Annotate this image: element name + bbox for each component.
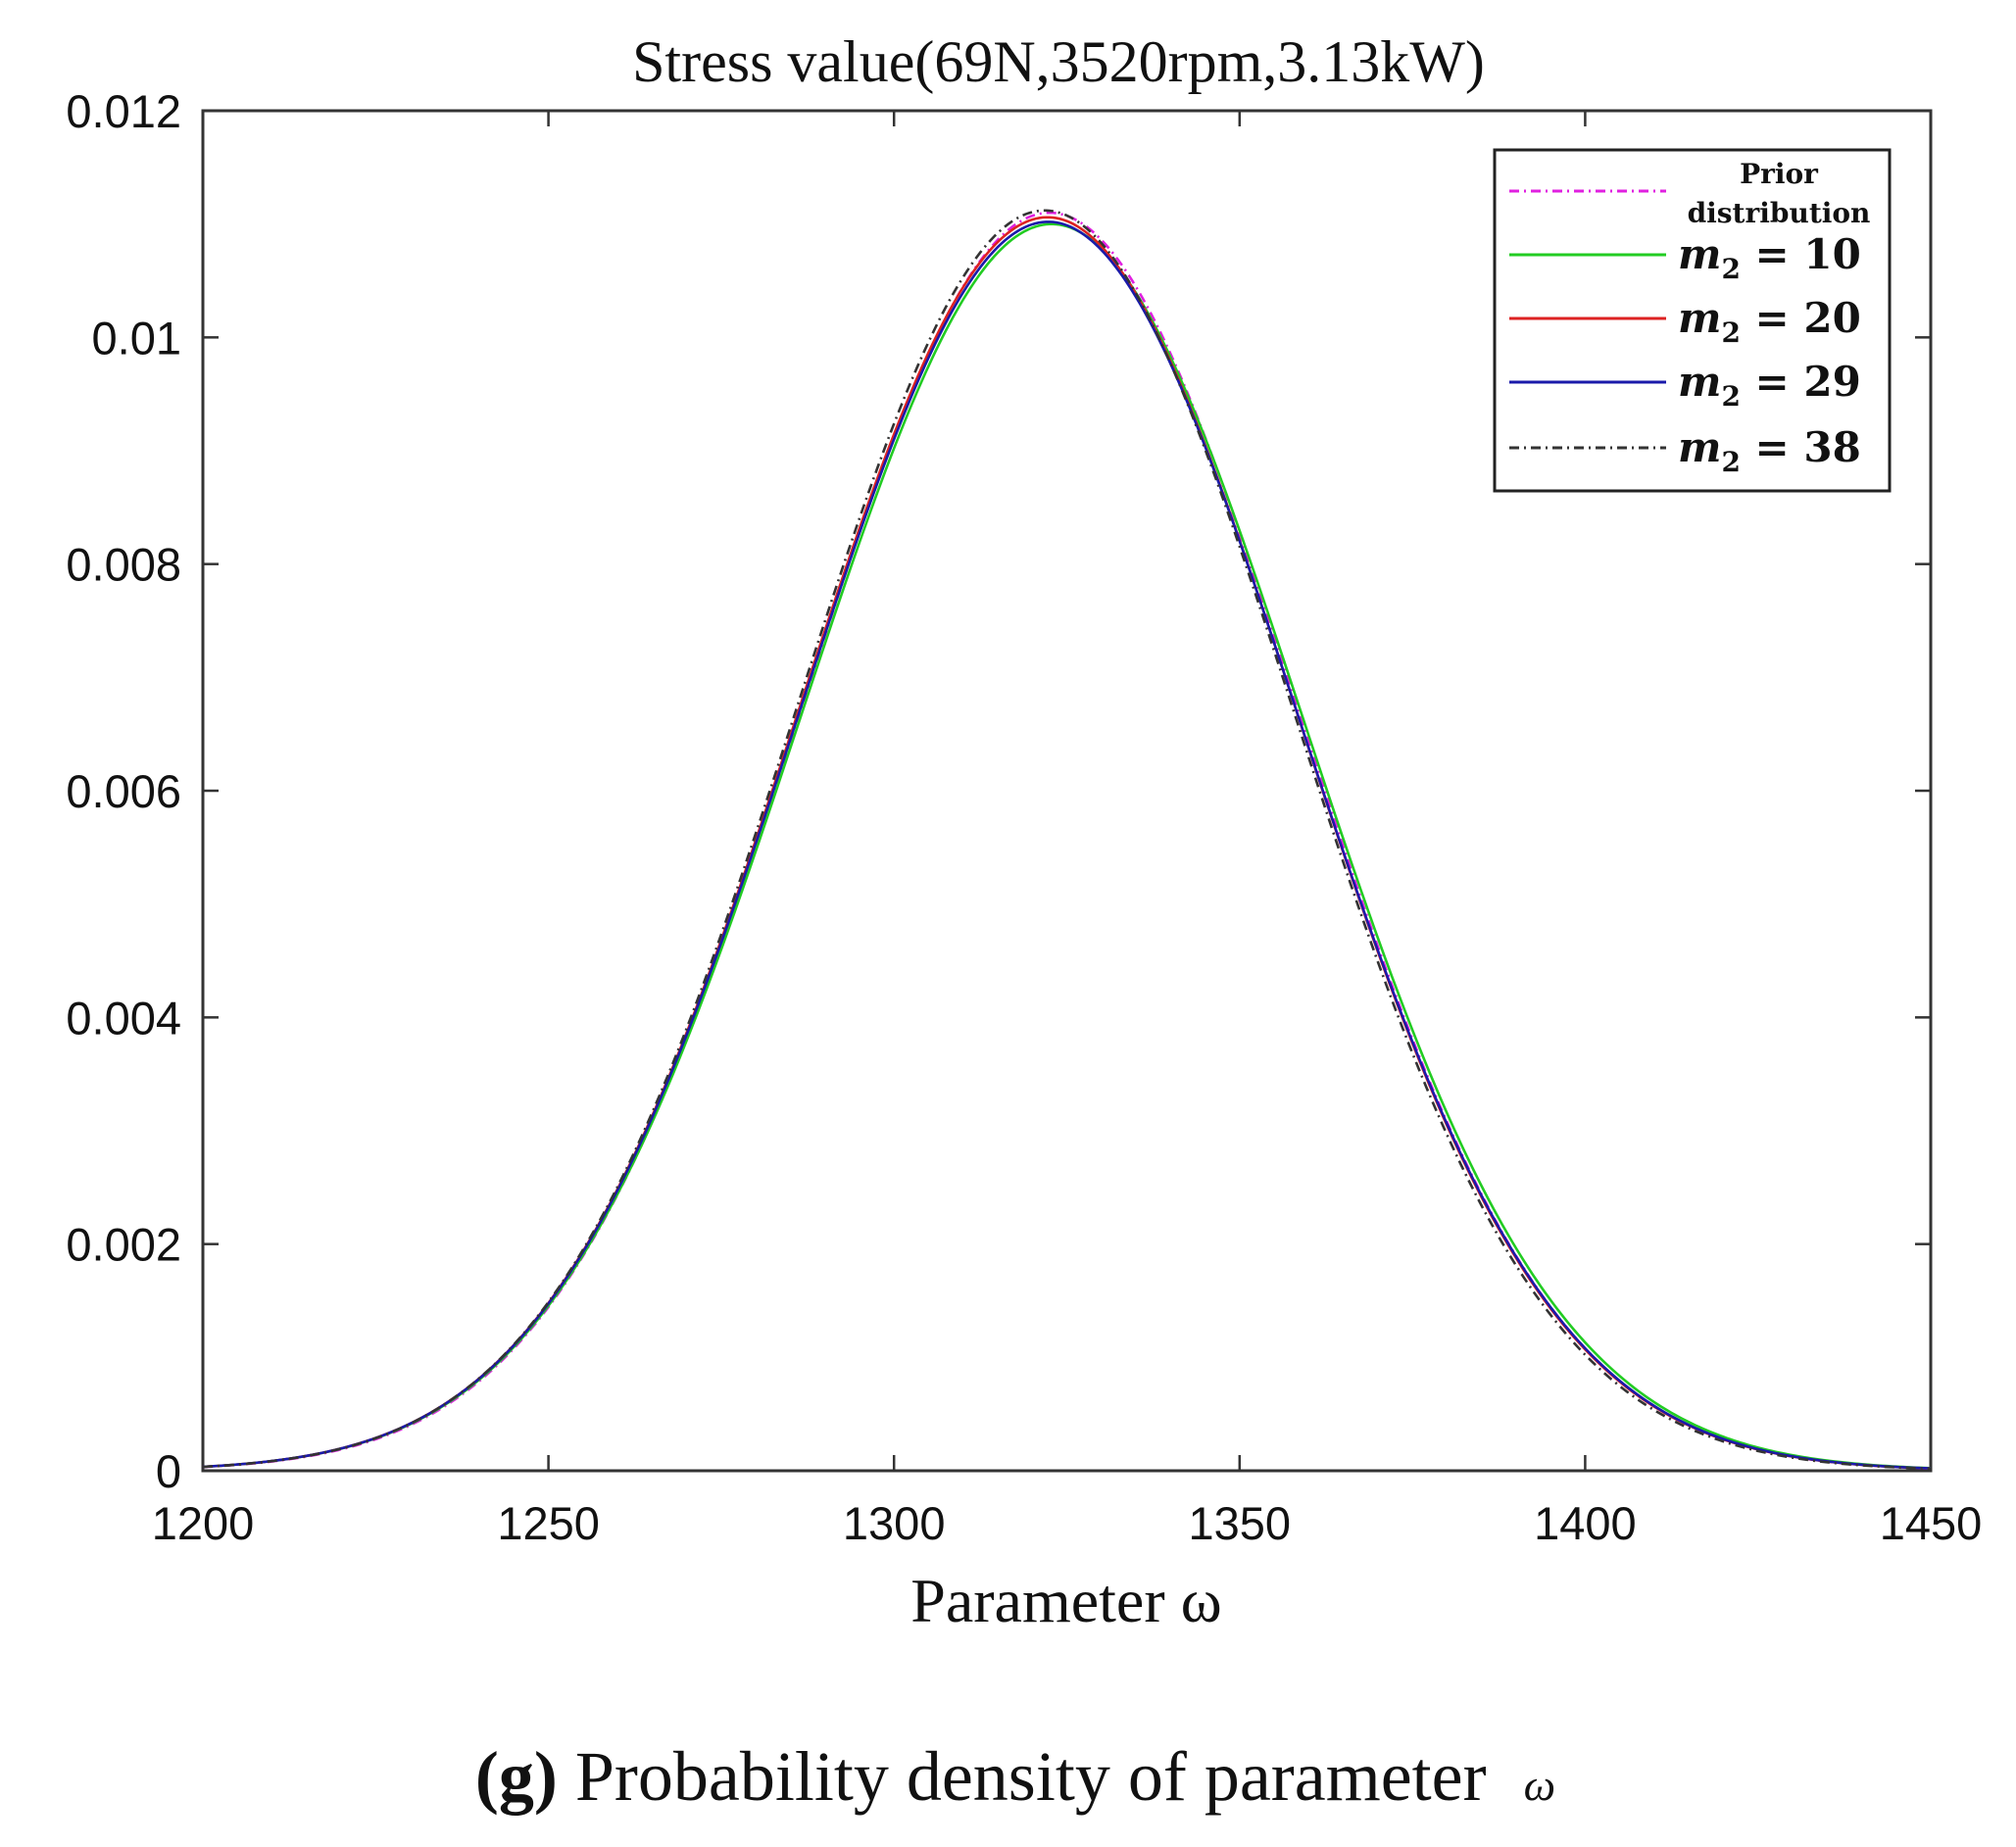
y-tick-label: 0.012 [66, 85, 181, 137]
y-axis: 0 0.002 0.004 0.006 0.008 0.01 0.012 [66, 85, 1931, 1497]
chart-title: Stress value(69N,3520rpm,3.13kW) [632, 29, 1485, 94]
y-tick-label: 0 [156, 1445, 181, 1497]
series-line-4 [202, 209, 1932, 1471]
y-tick-label: 0.004 [66, 992, 181, 1044]
x-tick-label: 1350 [1189, 1497, 1292, 1549]
legend-box [1493, 148, 1892, 493]
x-tick-label: 1250 [497, 1497, 600, 1549]
legend-label-1: m2 = 10 [1678, 230, 1861, 285]
x-tick-label: 1400 [1534, 1497, 1637, 1549]
caption-text: Probability density of parameter [558, 1737, 1504, 1816]
legend-label-prior-line1: Prior [1740, 158, 1819, 190]
x-axis: 1200 1250 1300 1350 1400 1450 [152, 111, 1983, 1549]
legend-label-2: m2 = 20 [1678, 294, 1861, 349]
y-tick-label: 0.01 [92, 312, 181, 364]
series-group [202, 209, 1932, 1471]
legend-label-3: m2 = 29 [1678, 358, 1861, 413]
y-tick-label: 0.002 [66, 1219, 181, 1271]
legend-label-4: m2 = 38 [1678, 423, 1861, 478]
legend-label-prior-line2: distribution [1688, 197, 1871, 229]
x-axis-label: Parameter ω [910, 1566, 1222, 1635]
y-tick-label: 0.006 [66, 765, 181, 817]
x-tick-label: 1300 [843, 1497, 946, 1549]
caption-symbol: ω [1524, 1760, 1555, 1810]
x-tick-label: 1200 [152, 1497, 255, 1549]
figure-caption: (g) Probability density of parameter ω [475, 1737, 1555, 1816]
caption-label: (g) [475, 1737, 558, 1816]
y-tick-label: 0.008 [66, 539, 181, 591]
x-tick-label: 1450 [1880, 1497, 1983, 1549]
